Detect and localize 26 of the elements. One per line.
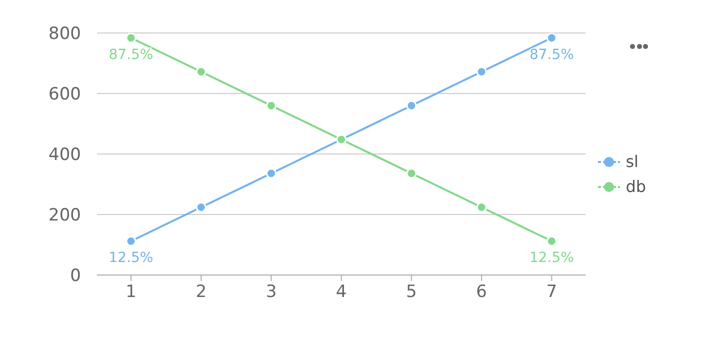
- x-tick-label: 6: [476, 282, 487, 302]
- legend-label: sl: [626, 152, 638, 171]
- y-tick-label: 0: [70, 266, 81, 286]
- point: [546, 236, 557, 246]
- annotation: 12.5%: [529, 250, 574, 266]
- point: [126, 236, 136, 246]
- y-tick-label: 400: [48, 145, 81, 166]
- x-tick-label: 7: [546, 282, 558, 302]
- x-tick-label: 2: [196, 282, 207, 302]
- x-tick-label: 5: [406, 282, 417, 302]
- point: [546, 33, 557, 44]
- x-tick-label: 3: [266, 282, 277, 302]
- point: [126, 33, 136, 44]
- annotation: 12.5%: [108, 250, 154, 266]
- x-tick-label: 4: [336, 282, 347, 302]
- point: [406, 168, 417, 179]
- annotation: 87.5%: [529, 46, 574, 63]
- point: [406, 100, 417, 111]
- x-tick-label: 1: [126, 282, 136, 302]
- y-tick-label: 800: [48, 24, 81, 44]
- point: [266, 100, 276, 111]
- y-tick-label: 200: [48, 206, 81, 226]
- point: [266, 168, 276, 179]
- legend-label: db: [626, 177, 646, 196]
- y-tick-label: 600: [48, 84, 81, 105]
- annotation: 87.5%: [108, 46, 154, 63]
